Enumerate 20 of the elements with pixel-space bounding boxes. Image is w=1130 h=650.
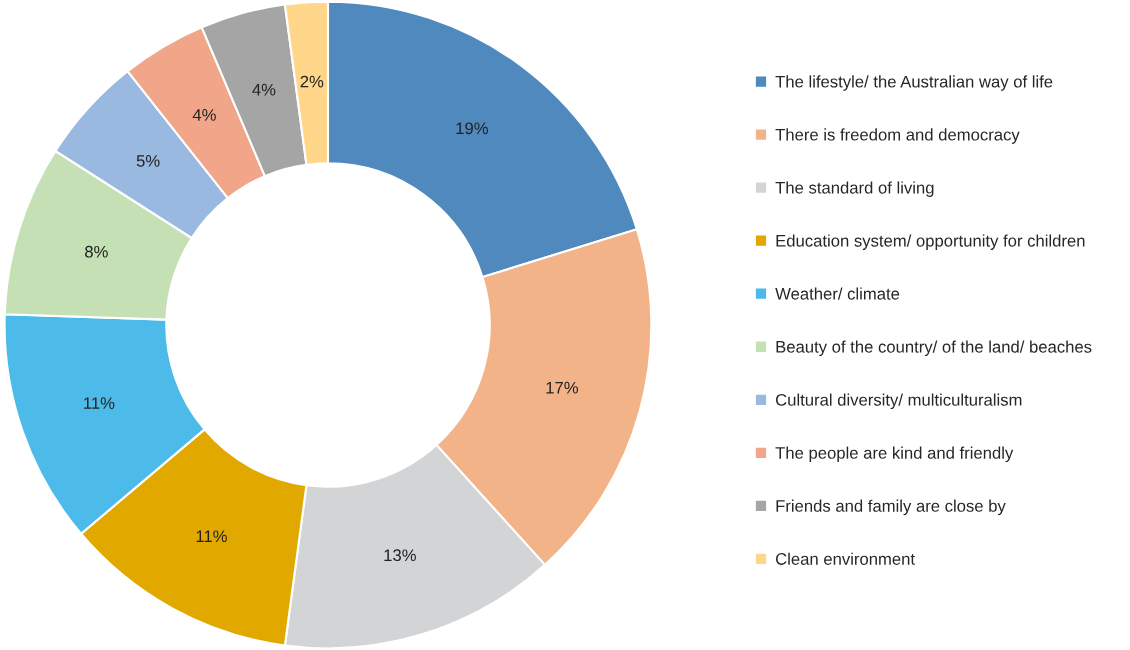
legend-label: There is freedom and democracy xyxy=(775,128,1020,144)
data-label: 13% xyxy=(384,549,416,562)
legend-label: Friends and family are close by xyxy=(776,499,1006,516)
data-label: 5% xyxy=(136,155,160,167)
legend-label: Education system/ opportunity for children xyxy=(776,234,1085,250)
legend-label: The standard of living xyxy=(775,181,934,197)
data-label: 4% xyxy=(192,109,216,121)
data-label: 2% xyxy=(300,75,324,88)
data-label: 11% xyxy=(84,397,115,409)
legend-label: The lifestyle/ the Australian way of life xyxy=(775,75,1053,91)
legend-label: The people are kind and friendly xyxy=(775,446,1014,463)
data-label: 17% xyxy=(546,381,578,394)
data-label: 8% xyxy=(85,245,108,258)
legend-label: Cultural diversity/ multiculturalism xyxy=(776,393,1022,410)
legend-label: Weather/ climate xyxy=(775,287,900,300)
legend-label: Beauty of the country/ of the land/ beaches xyxy=(776,340,1092,357)
data-label: 4% xyxy=(252,83,276,96)
legend-label: Clean environment xyxy=(776,552,915,565)
data-label: 19% xyxy=(456,122,488,135)
data-label: 11% xyxy=(196,530,227,543)
